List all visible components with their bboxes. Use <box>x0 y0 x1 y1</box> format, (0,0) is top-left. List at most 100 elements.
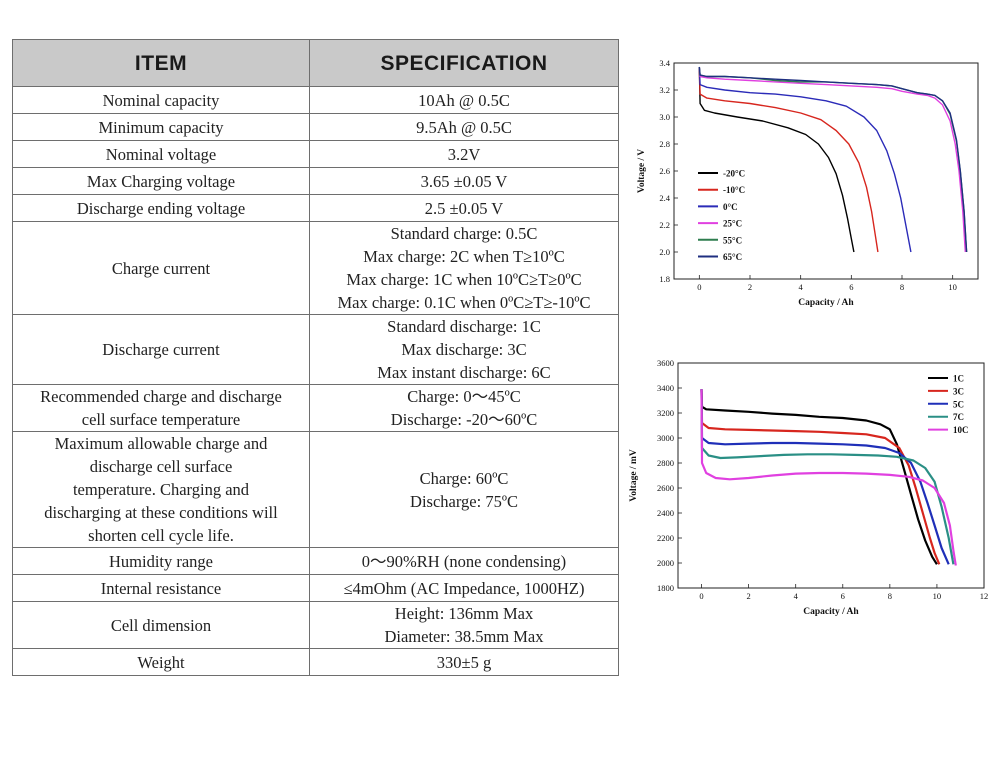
specification-text: 10Ah @ 0.5C <box>418 90 510 110</box>
specification-cell: Charge: 60ºC Discharge: 75ºC <box>309 431 619 548</box>
table-row: Nominal voltage 3.2V <box>12 140 619 168</box>
specification-cell: 9.5Ah @ 0.5C <box>309 113 619 141</box>
y-tick-label: 3200 <box>657 408 674 418</box>
legend-label: 65°C <box>723 252 742 262</box>
legend-label: 1C <box>953 374 964 384</box>
item-cell: Max Charging voltage <box>12 167 310 195</box>
legend-label: 10C <box>953 425 969 435</box>
x-tick-label: 12 <box>980 591 989 601</box>
x-tick-label: 0 <box>699 591 703 601</box>
y-tick-label: 2400 <box>657 508 674 518</box>
specification-cell: 10Ah @ 0.5C <box>309 86 619 114</box>
item-text: Nominal voltage <box>105 144 217 164</box>
series-line <box>698 66 968 253</box>
legend-label: -20°C <box>723 169 745 179</box>
item-text: shorten cell cycle life. <box>88 526 234 545</box>
specification-cell: ≤4mOhm (AC Impedance, 1000HZ) <box>309 574 619 602</box>
x-tick-label: 8 <box>888 591 892 601</box>
specification-text: 0～90%RH (none condensing) <box>361 551 567 571</box>
item-cell: Recommended charge and discharge cell sur… <box>12 384 310 432</box>
series-line <box>698 66 966 253</box>
x-tick-label: 2 <box>748 282 752 292</box>
series-line <box>700 389 938 565</box>
item-cell: Minimum capacity <box>12 113 310 141</box>
y-tick-label: 1800 <box>657 583 674 593</box>
specification-cell: 3.2V <box>309 140 619 168</box>
item-text: Discharge current <box>102 340 220 359</box>
specification-text: Standard charge: 0.5C <box>390 224 538 243</box>
specification-text: 3.2V <box>447 144 481 164</box>
specification-text: 3.65 ±0.05 V <box>420 171 508 191</box>
specification-text: Max charge: 1C when 10ºC≥T≥0ºC <box>346 270 582 289</box>
specification-text: Max charge: 0.1C when 0ºC≥T≥-10ºC <box>337 293 591 312</box>
item-text: discharging at these conditions will <box>44 503 278 522</box>
specification-cell: Standard discharge: 1C Max discharge: 3C M… <box>309 314 619 385</box>
specification-cell: 0～90%RH (none condensing) <box>309 547 619 575</box>
item-cell: Maximum allowable charge and discharge ce… <box>12 431 310 548</box>
item-cell: Internal resistance <box>12 574 310 602</box>
item-cell: Discharge ending voltage <box>12 194 310 222</box>
y-tick-label: 3600 <box>657 358 674 368</box>
specification-text: Max charge: 2C when T≥10ºC <box>363 247 565 266</box>
y-tick-label: 3.4 <box>659 58 670 68</box>
item-text: Internal resistance <box>100 578 222 598</box>
y-tick-label: 2200 <box>657 533 674 543</box>
header-specification: SPECIFICATION <box>309 39 619 87</box>
specification-cell: 2.5 ±0.05 V <box>309 194 619 222</box>
plot-frame <box>677 362 985 589</box>
item-text: Charge current <box>111 258 211 278</box>
x-axis-label: Capacity / Ah <box>798 298 854 308</box>
item-text: Max Charging voltage <box>86 171 236 191</box>
item-text: discharge cell surface <box>89 457 233 476</box>
series-line <box>700 389 941 565</box>
item-cell: Discharge current <box>12 314 310 385</box>
table-row: Cell dimension Height: 136mm Max Diameter:… <box>12 601 619 649</box>
x-tick-label: 4 <box>799 282 804 292</box>
item-text: Cell dimension <box>110 615 212 635</box>
item-cell: Nominal voltage <box>12 140 310 168</box>
item-text: temperature. Charging and <box>72 480 250 499</box>
series-line <box>698 66 855 253</box>
y-tick-label: 3.0 <box>659 112 670 122</box>
series-line <box>698 66 879 253</box>
y-tick-label: 2.2 <box>659 220 670 230</box>
x-axis-label: Capacity / Ah <box>803 607 859 617</box>
table-body: Nominal capacity 10Ah @ 0.5C Minimum capac… <box>12 86 619 676</box>
item-text: Maximum allowable charge and <box>54 434 268 453</box>
specification-table: ITEM SPECIFICATION Nominal capacity 10Ah … <box>12 39 619 676</box>
legend-label: 25°C <box>723 219 742 229</box>
x-tick-label: 0 <box>697 282 701 292</box>
temperature-discharge-chart: 1.8 2.0 2.2 2.4 2.6 2.8 3.0 3.2 3.4 0 2 4 6 8 10 Capaci… <box>637 58 979 308</box>
y-tick-label: 3000 <box>657 433 674 443</box>
item-cell: Nominal capacity <box>12 86 310 114</box>
series-line <box>700 389 957 566</box>
item-text: Recommended charge and discharge <box>40 387 282 406</box>
legend-label: -10°C <box>723 185 745 195</box>
table-row: Max Charging voltage 3.65 ±0.05 V <box>12 167 619 195</box>
item-cell: Charge current <box>12 221 310 315</box>
x-tick-label: 6 <box>849 282 853 292</box>
specification-cell: Height: 136mm Max Diameter: 38.5mm Max <box>309 601 619 649</box>
item-text: Nominal capacity <box>102 90 220 110</box>
specification-cell: Standard charge: 0.5C Max charge: 2C when… <box>309 221 619 315</box>
specification-text: ≤4mOhm (AC Impedance, 1000HZ) <box>343 578 585 598</box>
rate-discharge-chart: 1800 2000 2200 2400 2600 2800 3000 3200 3400 3600… <box>629 358 989 617</box>
table-header-row: ITEM SPECIFICATION <box>12 39 619 87</box>
legend-label: 55°C <box>723 235 742 245</box>
specification-cell: Charge: 0～45ºC Discharge: -20～60ºC <box>309 384 619 432</box>
legend-label: 7C <box>953 412 964 422</box>
x-tick-label: 2 <box>746 591 750 601</box>
table-row: Charge current Standard charge: 0.5C Max c… <box>12 221 619 315</box>
y-tick-label: 3.2 <box>659 85 670 95</box>
specification-text: Diameter: 38.5mm Max <box>384 627 544 646</box>
specification-cell: 330±5 g <box>309 648 619 676</box>
y-axis-label: Voltage / V <box>637 149 647 193</box>
x-tick-label: 10 <box>948 282 957 292</box>
table-row: Internal resistance ≤4mOhm (AC Impedance,… <box>12 574 619 602</box>
item-text: cell surface temperature <box>81 410 241 429</box>
y-tick-label: 2.0 <box>659 247 670 257</box>
item-cell: Weight <box>12 648 310 676</box>
table-row: Humidity range 0～90%RH (none condensing) <box>12 547 619 575</box>
table-row: Maximum allowable charge and discharge ce… <box>12 431 619 548</box>
specification-text: Max discharge: 3C <box>401 340 527 359</box>
